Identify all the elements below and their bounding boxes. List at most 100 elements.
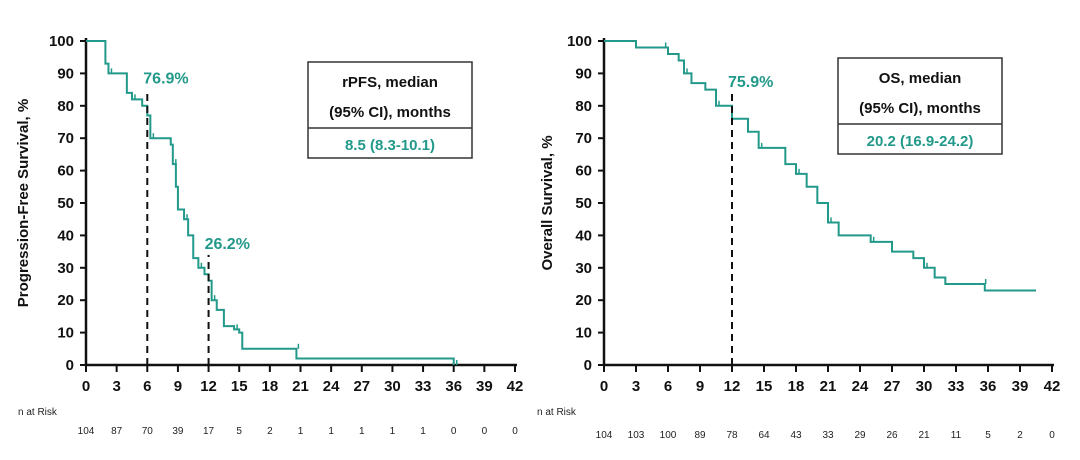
- median-box: [837, 57, 1003, 155]
- x-tick-label: 27: [353, 378, 370, 395]
- rpfs-chart: 0102030405060708090100010438767093912171…: [15, 33, 523, 437]
- x-tick-label: 30: [384, 378, 401, 395]
- at-risk-count: 0: [1049, 430, 1055, 441]
- at-risk-count: 17: [203, 426, 215, 437]
- x-tick-label: 30: [916, 378, 933, 395]
- median-box-subtitle: (95% CI), months: [859, 100, 981, 117]
- at-risk-count: 2: [267, 426, 273, 437]
- x-tick-label: 39: [476, 378, 493, 395]
- y-tick-label: 80: [575, 98, 592, 115]
- landmark-label: 26.2%: [205, 236, 250, 253]
- x-tick-label: 0: [82, 378, 90, 395]
- at-risk-count: 1: [420, 426, 426, 437]
- at-risk-count: 89: [694, 430, 706, 441]
- y-tick-label: 30: [57, 260, 74, 277]
- y-tick-label: 20: [575, 292, 592, 309]
- at-risk-count: 2: [1017, 430, 1023, 441]
- x-tick-label: 36: [980, 378, 997, 395]
- median-box-title: rPFS, median: [342, 74, 438, 91]
- median-box-value: 8.5 (8.3-10.1): [345, 137, 435, 154]
- y-tick-label: 50: [57, 195, 74, 212]
- median-box-title: OS, median: [879, 70, 962, 87]
- at-risk-count: 1: [359, 426, 365, 437]
- y-tick-label: 0: [584, 357, 592, 374]
- y-tick-label: 60: [575, 163, 592, 180]
- at-risk-count: 87: [111, 426, 123, 437]
- y-tick-label: 20: [57, 292, 74, 309]
- at-risk-count: 26: [886, 430, 898, 441]
- y-axis-title: Overall Survival, %: [539, 135, 556, 270]
- x-tick-label: 21: [820, 378, 837, 395]
- at-risk-count: 70: [142, 426, 154, 437]
- median-box: [307, 61, 473, 159]
- at-risk-count: 104: [596, 430, 613, 441]
- x-tick-label: 42: [507, 378, 524, 395]
- y-tick-label: 100: [567, 33, 592, 50]
- x-tick-label: 18: [788, 378, 805, 395]
- y-tick-label: 90: [575, 65, 592, 82]
- x-tick-label: 12: [200, 378, 217, 395]
- y-tick-label: 10: [57, 325, 74, 342]
- x-tick-label: 3: [632, 378, 640, 395]
- y-tick-label: 50: [575, 195, 592, 212]
- survival-curve-rpfs: [86, 40, 455, 365]
- x-tick-label: 15: [756, 378, 773, 395]
- x-tick-label: 9: [174, 378, 182, 395]
- x-tick-label: 27: [884, 378, 901, 395]
- at-risk-count: 43: [790, 430, 802, 441]
- at-risk-count: 1: [328, 426, 334, 437]
- y-tick-label: 70: [575, 130, 592, 147]
- x-tick-label: 6: [143, 378, 151, 395]
- at-risk-count: 1: [298, 426, 304, 437]
- y-tick-label: 90: [57, 65, 74, 82]
- x-tick-label: 24: [852, 378, 869, 395]
- at-risk-count: 5: [236, 426, 242, 437]
- y-tick-label: 0: [66, 357, 74, 374]
- x-tick-label: 0: [600, 378, 608, 395]
- at-risk-label: n at Risk: [18, 407, 58, 418]
- at-risk-count: 0: [451, 426, 457, 437]
- at-risk-count: 78: [726, 430, 738, 441]
- at-risk-count: 33: [822, 430, 834, 441]
- x-tick-label: 24: [323, 378, 340, 395]
- landmark-label: 76.9%: [143, 71, 188, 88]
- y-tick-label: 30: [575, 260, 592, 277]
- os-chart: 0102030405060708090100010431036100989127…: [537, 33, 1060, 441]
- x-tick-label: 33: [948, 378, 965, 395]
- at-risk-count: 0: [482, 426, 488, 437]
- y-tick-label: 100: [49, 33, 74, 50]
- y-tick-label: 40: [575, 227, 592, 244]
- at-risk-count: 29: [854, 430, 866, 441]
- median-box-subtitle: (95% CI), months: [329, 104, 451, 121]
- x-tick-label: 18: [262, 378, 279, 395]
- at-risk-count: 11: [951, 430, 962, 441]
- survival-curve-os: [604, 40, 1036, 292]
- x-tick-label: 21: [292, 378, 309, 395]
- x-tick-label: 6: [664, 378, 672, 395]
- at-risk-count: 39: [172, 426, 184, 437]
- at-risk-count: 0: [512, 426, 518, 437]
- y-tick-label: 40: [57, 227, 74, 244]
- y-tick-label: 60: [57, 163, 74, 180]
- at-risk-count: 104: [78, 426, 95, 437]
- at-risk-count: 1: [390, 426, 396, 437]
- x-tick-label: 39: [1012, 378, 1029, 395]
- x-tick-label: 42: [1044, 378, 1061, 395]
- y-tick-label: 80: [57, 98, 74, 115]
- at-risk-label: n at Risk: [537, 407, 577, 418]
- at-risk-count: 100: [660, 430, 677, 441]
- x-tick-label: 12: [724, 378, 741, 395]
- at-risk-count: 103: [628, 430, 645, 441]
- y-axis-title: Progression-Free Survival, %: [15, 99, 32, 307]
- y-tick-label: 70: [57, 130, 74, 147]
- x-tick-label: 9: [696, 378, 704, 395]
- x-tick-label: 3: [112, 378, 120, 395]
- landmark-label: 75.9%: [728, 74, 773, 91]
- at-risk-count: 21: [918, 430, 930, 441]
- at-risk-count: 64: [758, 430, 770, 441]
- at-risk-count: 5: [985, 430, 991, 441]
- x-tick-label: 15: [231, 378, 248, 395]
- median-box-value: 20.2 (16.9-24.2): [867, 133, 974, 150]
